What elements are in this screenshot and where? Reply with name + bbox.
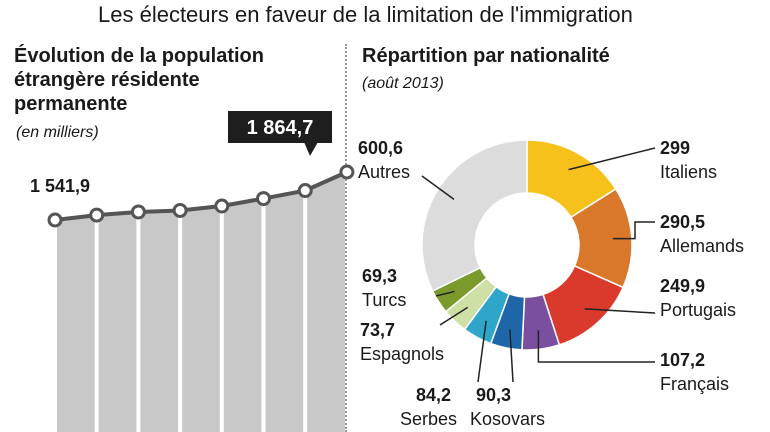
leader-line-espagnols (439, 306, 469, 326)
leader-line-français (537, 330, 655, 363)
population-bars (57, 172, 345, 432)
population-point (339, 164, 355, 180)
callout-box (228, 111, 332, 143)
label-name-italiens: Italiens (660, 162, 718, 182)
population-bar (57, 215, 95, 432)
population-point (214, 198, 230, 214)
label-value-francais: 107,2 (660, 350, 706, 370)
label-name-allemands: Allemands (660, 236, 745, 256)
right-title: Répartition par nationalité (362, 45, 610, 67)
end-value-callout: 1 864,7 (228, 111, 332, 156)
label-name-francais: Français (660, 374, 730, 394)
population-point (130, 204, 146, 220)
population-point (172, 202, 188, 218)
leader-line-italiens (568, 147, 656, 171)
leader-line-serbes (477, 320, 487, 383)
label-name-turcs: Turcs (362, 290, 407, 310)
population-point (297, 183, 313, 199)
label-value-portugais: 249,9 (660, 276, 706, 296)
population-bar (223, 198, 262, 432)
headline: Les électeurs en faveur de la limitation… (98, 2, 633, 27)
label-value-turcs: 69,3 (362, 266, 398, 286)
label-name-autres: Autres (358, 162, 411, 182)
right-subtitle: (août 2013) (362, 75, 444, 92)
panel-divider (345, 44, 347, 432)
nationality-donut (421, 139, 633, 351)
label-value-italiens: 299 (660, 138, 691, 158)
population-line (47, 164, 355, 228)
line-end-label: 1 864,7 (247, 117, 314, 139)
label-name-serbes: Serbes (400, 409, 458, 429)
label-name-kosovars: Kosovars (470, 409, 546, 429)
population-bar (265, 190, 304, 432)
left-title-line-3: permanente (14, 93, 128, 115)
population-bar (307, 172, 345, 432)
donut-slice-autres (421, 139, 528, 292)
label-name-portugais: Portugais (660, 300, 737, 320)
callout-pointer (304, 142, 318, 156)
leader-line-autres (421, 175, 455, 200)
population-bar (182, 206, 220, 432)
leader-line-allemands (612, 221, 655, 240)
population-bar (98, 211, 137, 432)
leader-line-portugais (584, 308, 656, 314)
label-value-serbes: 84,2 (416, 385, 452, 405)
label-value-autres: 600,6 (358, 138, 404, 158)
label-value-kosovars: 90,3 (476, 385, 512, 405)
donut-leader-lines (421, 147, 656, 383)
population-bar (140, 210, 179, 432)
leader-line-kosovars (509, 329, 514, 383)
label-value-allemands: 290,5 (660, 212, 706, 232)
left-title-line-1: Évolution de la population (14, 45, 264, 67)
left-title-line-2: étrangère résidente (14, 69, 200, 91)
population-point (256, 191, 271, 207)
leader-line-turcs (435, 290, 455, 297)
label-name-espagnols: Espagnols (360, 344, 445, 364)
population-point (89, 207, 105, 223)
left-subtitle: (en milliers) (16, 124, 99, 141)
population-point (47, 212, 63, 228)
label-value-espagnols: 73,7 (360, 320, 396, 340)
line-start-label: 1 541,9 (30, 176, 90, 196)
